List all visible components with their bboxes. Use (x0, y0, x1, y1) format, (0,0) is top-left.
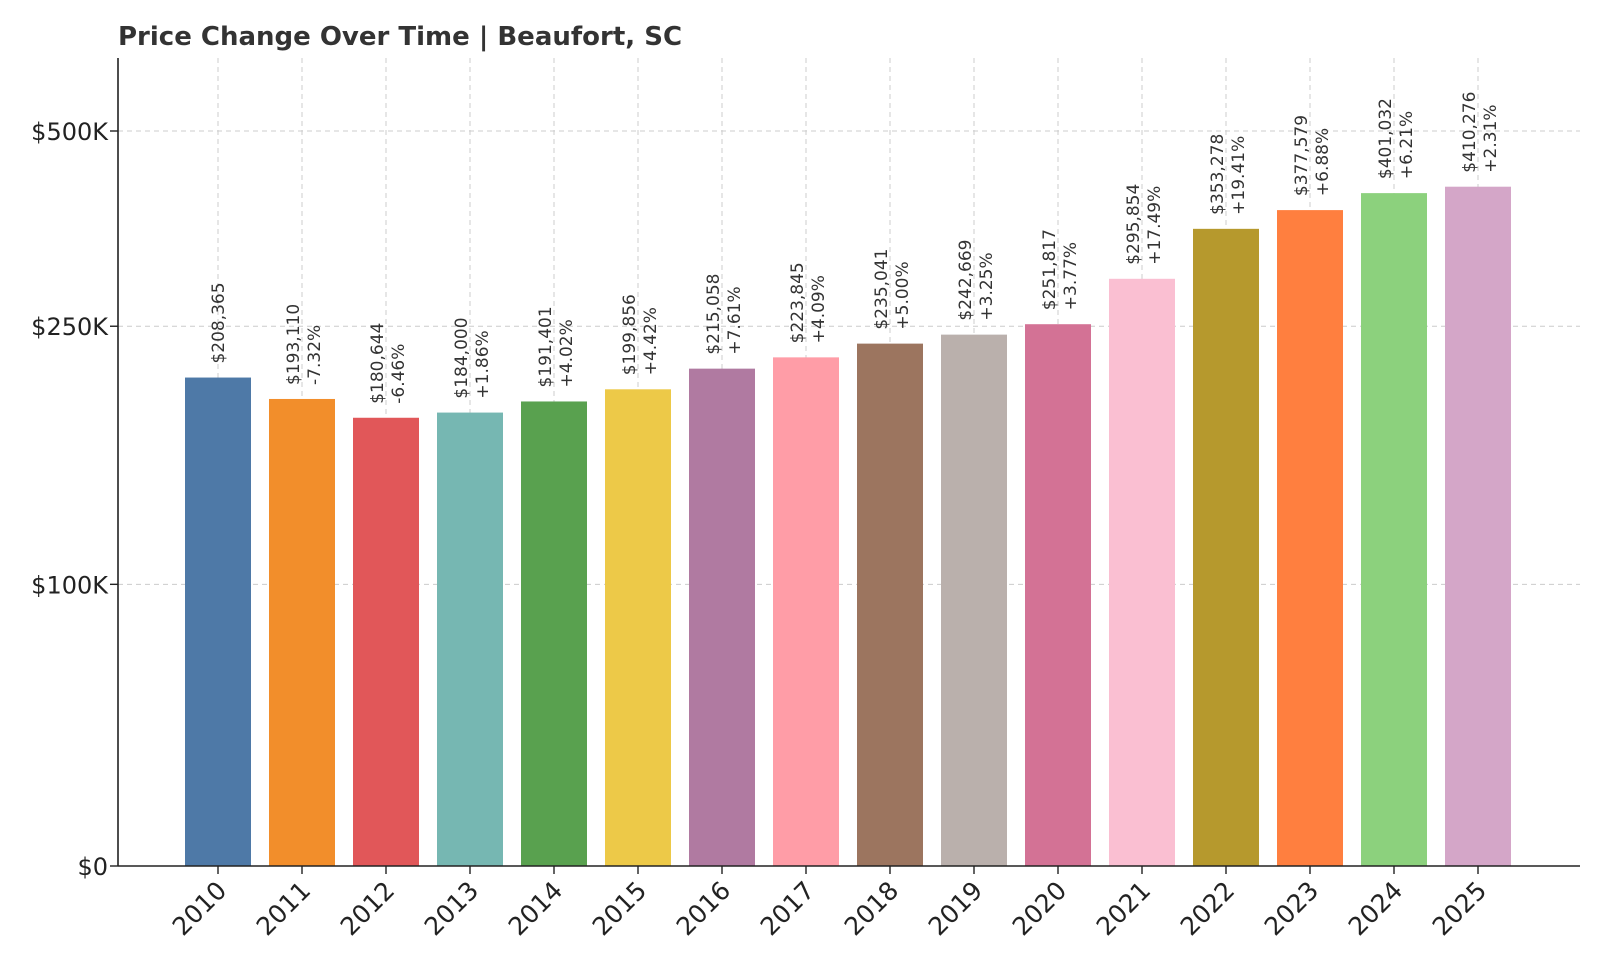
bar-label-2013: $184,000 +1.86% (452, 317, 493, 398)
value-label: $180,644 (368, 323, 388, 404)
x-tick-label: 2022 (1175, 876, 1240, 941)
bar-2012 (353, 417, 419, 866)
value-label: $353,278 (1208, 134, 1228, 215)
x-tick-label: 2014 (503, 876, 568, 941)
x-tick-label: 2013 (419, 876, 484, 941)
change-label: +19.41% (1229, 136, 1249, 215)
change-label: +3.25% (977, 252, 997, 320)
x-tick-label: 2019 (923, 876, 988, 941)
bar-2016 (689, 368, 755, 866)
bar-2024 (1361, 193, 1427, 867)
change-label: +17.49% (1145, 186, 1165, 265)
x-tick-label: 2010 (167, 876, 232, 941)
bar-2020 (1025, 324, 1091, 866)
bar-label-2023: $377,579 +6.88% (1292, 115, 1333, 196)
x-tick-label: 2017 (755, 876, 820, 941)
bar-2018 (857, 343, 923, 866)
bar-2013 (437, 412, 503, 866)
y-tick-label: $0 (77, 853, 108, 881)
change-label: +1.86% (473, 330, 493, 398)
x-tick-label: 2024 (1343, 876, 1408, 941)
x-tick-label: 2018 (839, 876, 904, 941)
value-label: $410,276 (1460, 92, 1480, 173)
value-label: $295,854 (1124, 184, 1144, 265)
bar-2021 (1109, 278, 1175, 866)
x-tick-label: 2023 (1259, 876, 1324, 941)
bar-label-2025: $410,276 +2.31% (1460, 92, 1501, 173)
value-label: $242,669 (956, 239, 976, 320)
gridlines (118, 58, 1580, 866)
value-label: $184,000 (452, 317, 472, 398)
bar-label-2016: $215,058 +7.61% (704, 274, 745, 355)
bar-2019 (941, 334, 1007, 867)
y-tick-label: $250K (31, 313, 109, 341)
bar-2015 (605, 389, 671, 866)
bar-label-2017: $223,845 +4.09% (788, 262, 829, 343)
x-tick-label: 2020 (1007, 876, 1072, 941)
bar-2010 (185, 377, 251, 866)
bar-2014 (521, 401, 587, 866)
bar-2011 (269, 398, 335, 866)
y-tick-label: $500K (31, 118, 109, 146)
change-label: +3.77% (1061, 242, 1081, 310)
value-label: $235,041 (872, 248, 892, 329)
bar-label-2022: $353,278 +19.41% (1208, 134, 1249, 215)
bar-label-2020: $251,817 +3.77% (1040, 229, 1081, 310)
value-label: $193,110 (284, 304, 304, 385)
change-label: +7.61% (725, 286, 745, 354)
bars (185, 186, 1511, 867)
bar-label-2021: $295,854 +17.49% (1124, 184, 1165, 265)
value-label: $223,845 (788, 262, 808, 343)
x-tick-label: 2025 (1427, 876, 1492, 941)
change-label: -7.32% (305, 325, 325, 385)
x-tick-label: 2016 (671, 876, 736, 941)
x-tick-label: 2011 (251, 876, 316, 941)
bar-label-2014: $191,401 +4.02% (536, 306, 577, 387)
value-label: $251,817 (1040, 229, 1060, 310)
change-label: +4.42% (641, 307, 661, 375)
value-label: $377,579 (1292, 115, 1312, 196)
change-label: +4.02% (557, 319, 577, 387)
bar-2025 (1445, 186, 1511, 866)
bar-label-2024: $401,032 +6.21% (1376, 98, 1417, 179)
x-tick-label: 2015 (587, 876, 652, 941)
bar-2022 (1193, 228, 1259, 866)
bar-2017 (773, 357, 839, 866)
x-tick-label: 2021 (1091, 876, 1156, 941)
bar-label-2018: $235,041 +5.00% (872, 248, 913, 329)
bar-label-2019: $242,669 +3.25% (956, 239, 997, 320)
bar-label-2010: $208,365 (209, 282, 229, 363)
y-tick-label: $100K (31, 571, 109, 599)
value-label: $191,401 (536, 306, 556, 387)
change-label: +6.88% (1313, 128, 1333, 196)
data-labels: $208,365 $193,110 -7.32% $180,644 -6.46% $184… (209, 92, 1501, 404)
x-tick-label: 2012 (335, 876, 400, 941)
bar-label-2011: $193,110 -7.32% (284, 304, 325, 385)
bar-2023 (1277, 210, 1343, 867)
value-label: $199,856 (620, 294, 640, 375)
value-label: $215,058 (704, 274, 724, 355)
chart-title: Price Change Over Time | Beaufort, SC (118, 22, 682, 52)
value-label: $401,032 (1376, 98, 1396, 179)
change-label: +6.21% (1397, 111, 1417, 179)
change-label: -6.46% (389, 344, 409, 404)
change-label: +2.31% (1481, 104, 1501, 172)
value-label: $208,365 (209, 282, 229, 363)
bar-label-2012: $180,644 -6.46% (368, 323, 409, 404)
change-label: +5.00% (893, 261, 913, 329)
bar-label-2015: $199,856 +4.42% (620, 294, 661, 375)
change-label: +4.09% (809, 275, 829, 343)
